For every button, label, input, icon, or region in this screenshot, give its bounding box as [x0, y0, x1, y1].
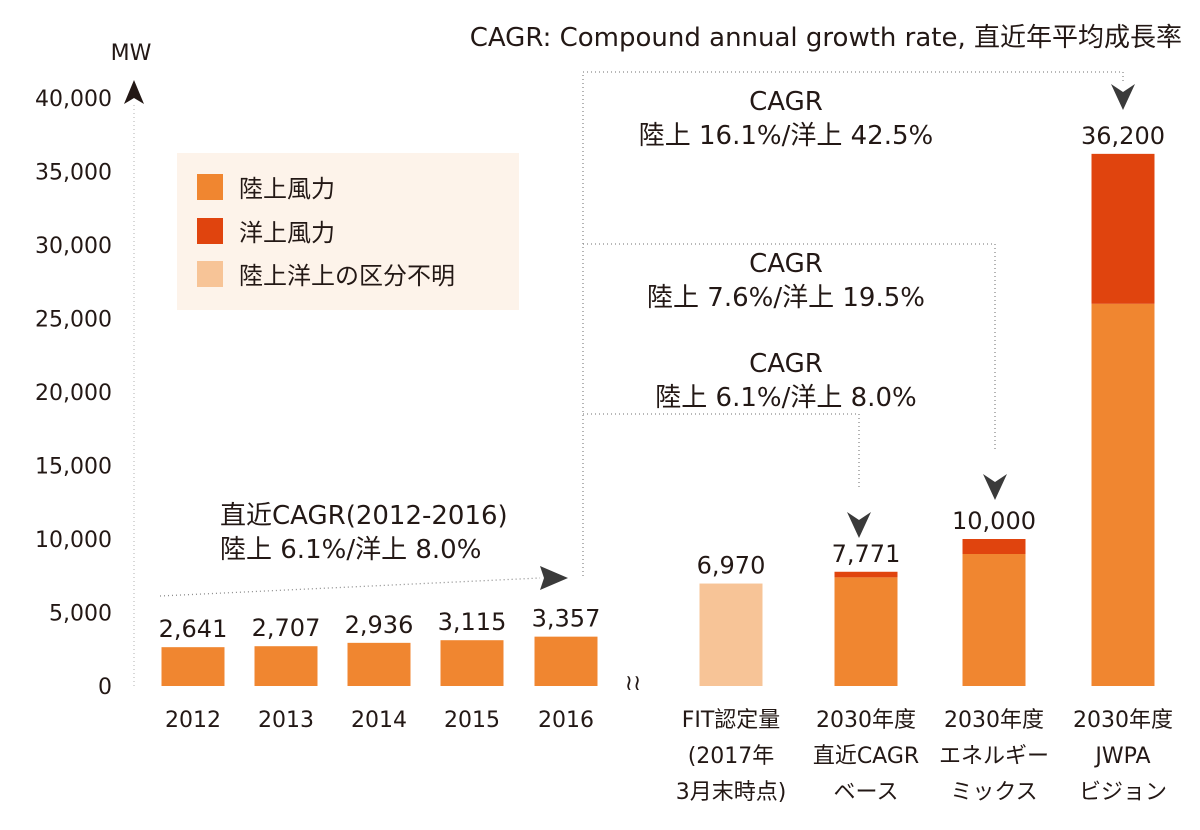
legend-label-offshore: 洋上風力	[239, 219, 335, 247]
legend-label-unclassified: 陸上洋上の区分不明	[239, 262, 455, 290]
category-label: 2013	[258, 708, 314, 733]
category-label: 3月末時点)	[676, 780, 787, 805]
annotation-text: 陸上 7.6%/洋上 19.5%	[647, 283, 925, 313]
cagr-arrow-down-icon	[983, 474, 1007, 500]
y-tick-label: 15,000	[35, 455, 112, 480]
bar-value-label: 6,970	[697, 552, 766, 580]
category-label: 2012	[165, 708, 221, 733]
category-label: ビジョン	[1079, 780, 1167, 805]
cagr-note: CAGR: Compound annual growth rate, 直近年平均…	[470, 23, 1182, 53]
category-label: 2016	[538, 708, 594, 733]
legend-swatch-unclassified	[197, 261, 223, 287]
category-label: 2030年度	[1073, 708, 1173, 733]
category-label: ミックス	[950, 780, 1037, 805]
y-tick-label: 40,000	[35, 87, 112, 112]
cagr-recent-guide-line	[159, 577, 541, 597]
bar-value-label: 2,707	[252, 614, 321, 642]
annotation-text: CAGR	[749, 87, 823, 117]
axis-break-mark: ≀≀	[625, 671, 642, 696]
y-tick-label: 20,000	[35, 381, 112, 406]
bar-onshore	[1091, 303, 1155, 686]
bar-onshore	[161, 647, 225, 686]
bar-value-label: 36,200	[1081, 122, 1165, 150]
category-label: 2015	[444, 708, 500, 733]
legend-label-onshore: 陸上風力	[239, 175, 335, 203]
annotation-text: 陸上 16.1%/洋上 42.5%	[639, 121, 933, 151]
y-axis-unit: MW	[111, 41, 152, 66]
category-label: JWPA	[1093, 744, 1150, 769]
bar-onshore	[962, 553, 1026, 686]
cagr-guide-line	[583, 413, 860, 488]
bar-value-label: 10,000	[952, 507, 1036, 535]
y-tick-label: 30,000	[35, 234, 112, 259]
y-tick-label: 25,000	[35, 308, 112, 333]
bar-onshore	[254, 646, 318, 686]
bar-value-label: 2,936	[345, 611, 414, 639]
y-axis-arrow-icon	[124, 80, 144, 104]
bar-onshore	[347, 642, 411, 686]
y-tick-label: 0	[98, 675, 112, 700]
bar-onshore	[440, 640, 504, 686]
bar-offshore	[834, 571, 898, 578]
category-label: 2030年度	[816, 708, 916, 733]
category-label: FIT認定量	[682, 708, 781, 733]
cagr-arrow-down-icon	[847, 512, 871, 538]
legend-swatch-offshore	[197, 218, 223, 244]
y-tick-label: 10,000	[35, 528, 112, 553]
bar-offshore	[1091, 153, 1155, 304]
bar-onshore	[834, 577, 898, 686]
category-label: 2014	[351, 708, 407, 733]
cagr-guide-line	[583, 71, 1124, 84]
legend-box	[177, 153, 519, 310]
annotation-text: 陸上 6.1%/洋上 8.0%	[655, 383, 916, 413]
category-label: ベース	[834, 780, 899, 805]
annotation-text: CAGR	[749, 249, 823, 279]
category-label: 直近CAGR	[813, 744, 919, 769]
category-label: 2030年度	[944, 708, 1044, 733]
legend-swatch-onshore	[197, 174, 223, 200]
bar-onshore	[534, 636, 598, 686]
bar-offshore	[962, 539, 1026, 554]
category-label: エネルギー	[939, 744, 1049, 769]
cagr-guide-line	[583, 243, 996, 450]
bar-value-label: 2,641	[159, 615, 228, 643]
cagr-recent-arrow-icon	[540, 566, 568, 590]
y-tick-label: 35,000	[35, 161, 112, 186]
annotation-text: 陸上 6.1%/洋上 8.0%	[220, 535, 481, 565]
annotation-text: CAGR	[749, 349, 823, 379]
bar-value-label: 3,115	[438, 608, 507, 636]
annotation-text: 直近CAGR(2012-2016)	[220, 501, 508, 531]
bar-value-label: 7,771	[832, 540, 901, 568]
y-tick-label: 5,000	[49, 602, 112, 627]
bar-unclassified	[699, 583, 763, 686]
category-label: (2017年	[688, 744, 775, 769]
bar-value-label: 3,357	[532, 605, 601, 633]
cagr-arrow-down-icon	[1111, 84, 1135, 110]
